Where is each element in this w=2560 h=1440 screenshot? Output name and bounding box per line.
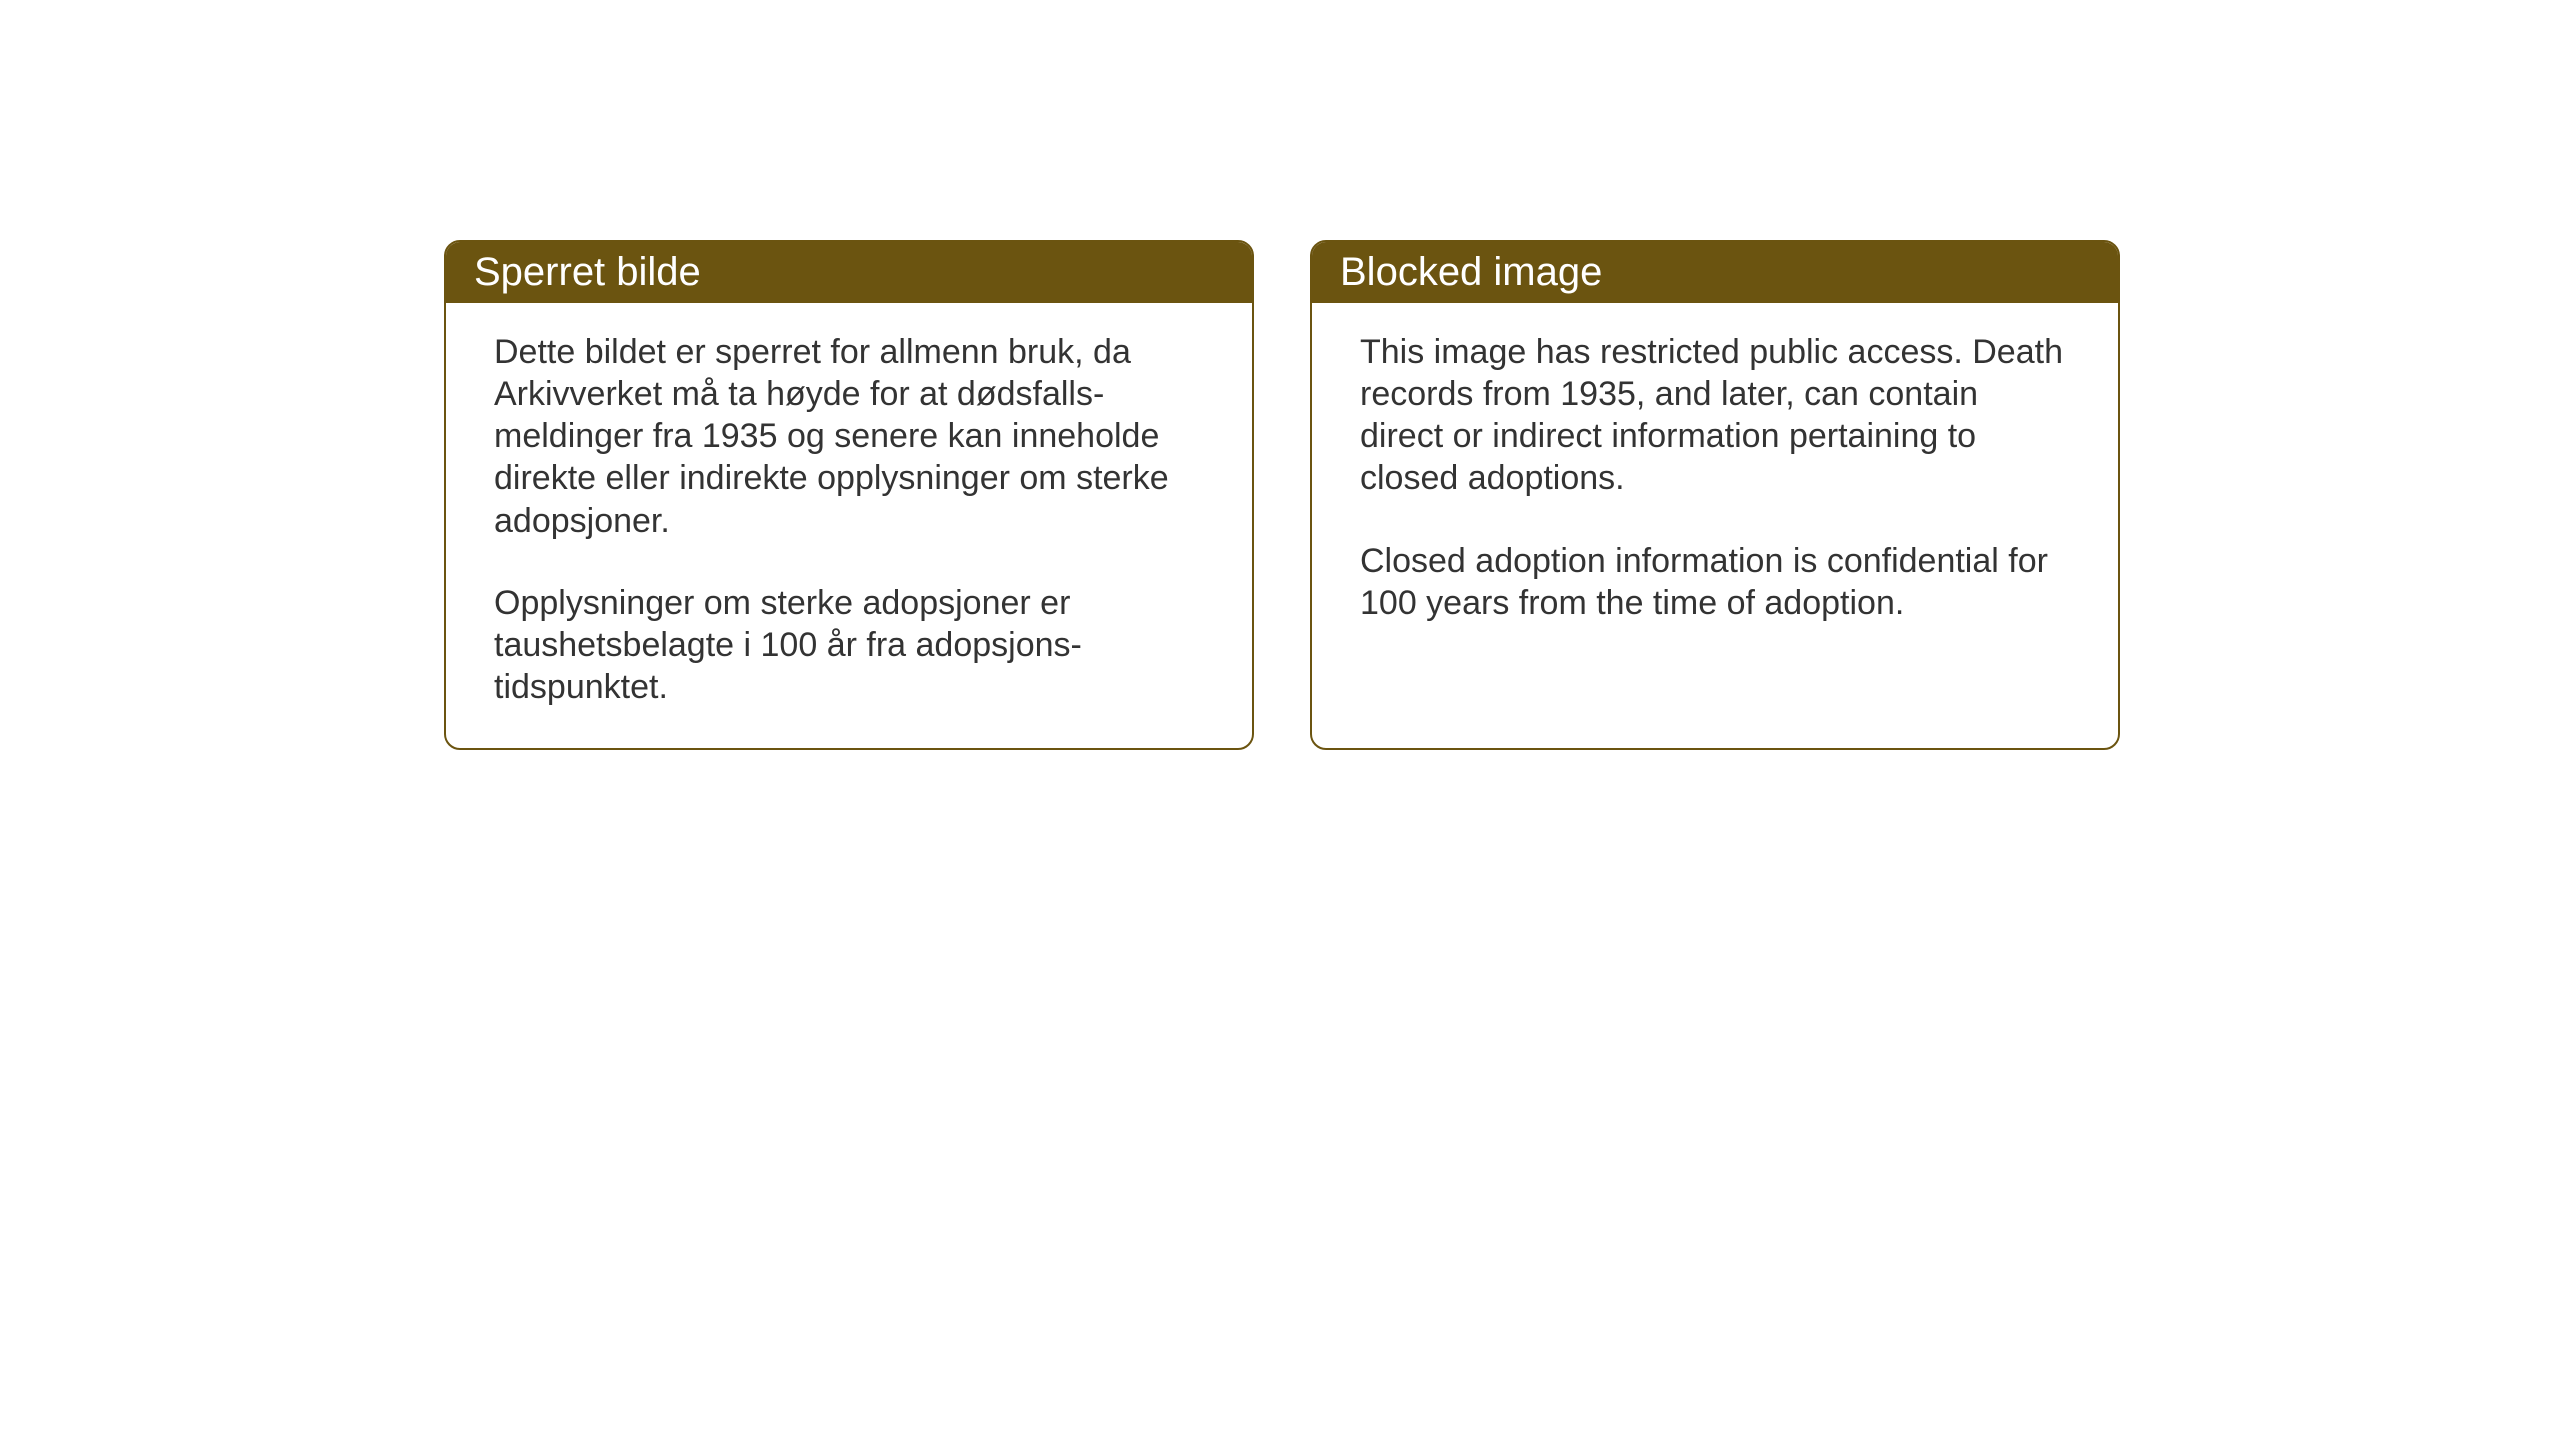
norwegian-paragraph-1: Dette bildet er sperret for allmenn bruk… [494,331,1204,542]
cards-container: Sperret bilde Dette bildet er sperret fo… [0,0,2560,750]
english-card-title: Blocked image [1340,250,1602,294]
english-paragraph-1: This image has restricted public access.… [1360,331,2070,500]
english-paragraph-2: Closed adoption information is confident… [1360,540,2070,624]
norwegian-card: Sperret bilde Dette bildet er sperret fo… [444,240,1254,750]
norwegian-card-body: Dette bildet er sperret for allmenn bruk… [446,303,1252,748]
english-card-header: Blocked image [1312,242,2118,303]
norwegian-card-header: Sperret bilde [446,242,1252,303]
norwegian-card-title: Sperret bilde [474,250,701,294]
english-card: Blocked image This image has restricted … [1310,240,2120,750]
norwegian-paragraph-2: Opplysninger om sterke adopsjoner er tau… [494,582,1204,708]
english-card-body: This image has restricted public access.… [1312,303,2118,723]
